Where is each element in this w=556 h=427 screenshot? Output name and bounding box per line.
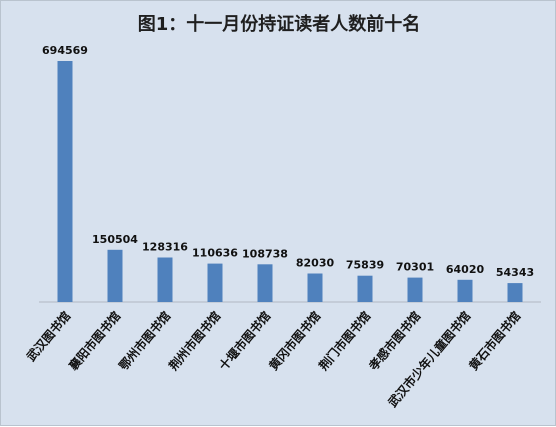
data-label-9: 54343 bbox=[496, 266, 534, 279]
data-label-0: 694569 bbox=[42, 44, 88, 57]
category-label-1: 襄阳市图书馆 bbox=[65, 308, 123, 374]
category-label-9: 黄石市图书馆 bbox=[466, 308, 524, 373]
data-labels-group: 694569 150504 128316 110636 108738 82030 75839… bbox=[42, 44, 534, 279]
category-label-7: 孝感市图书馆 bbox=[365, 308, 423, 374]
bar-5 bbox=[307, 273, 323, 302]
category-label-0: 武汉图书馆 bbox=[23, 308, 73, 364]
bar-6 bbox=[357, 275, 373, 302]
data-label-7: 70301 bbox=[396, 261, 434, 274]
bars-group bbox=[57, 61, 523, 302]
bar-2 bbox=[157, 257, 173, 302]
data-label-3: 110636 bbox=[192, 247, 238, 260]
category-label-5: 黄冈市图书馆 bbox=[266, 308, 324, 373]
category-labels-group: 武汉图书馆襄阳市图书馆鄂州市图书馆荆州市图书馆十堰市图书馆黄冈市图书馆荆门市图书… bbox=[23, 308, 523, 410]
data-label-5: 82030 bbox=[296, 257, 335, 270]
data-label-6: 75839 bbox=[346, 259, 384, 272]
category-label-6: 荆门市图书馆 bbox=[316, 308, 374, 373]
data-label-8: 64020 bbox=[446, 263, 485, 276]
chart-title: 图1：十一月份持证读者人数前十名 bbox=[137, 14, 421, 35]
bar-4 bbox=[257, 264, 273, 302]
data-label-1: 150504 bbox=[92, 233, 138, 246]
bar-7 bbox=[407, 277, 423, 302]
category-label-2: 鄂州市图书馆 bbox=[116, 308, 174, 373]
category-label-3: 荆州市图书馆 bbox=[166, 308, 224, 373]
bar-3 bbox=[207, 263, 223, 302]
bar-9 bbox=[507, 283, 523, 302]
bar-0 bbox=[57, 61, 73, 302]
data-label-2: 128316 bbox=[142, 241, 188, 254]
data-label-4: 108738 bbox=[242, 247, 288, 260]
bar-8 bbox=[457, 279, 473, 302]
bar-1 bbox=[107, 249, 123, 302]
category-label-8: 武汉市少年儿童图书馆 bbox=[385, 308, 474, 410]
category-label-4: 十堰市图书馆 bbox=[216, 308, 274, 373]
